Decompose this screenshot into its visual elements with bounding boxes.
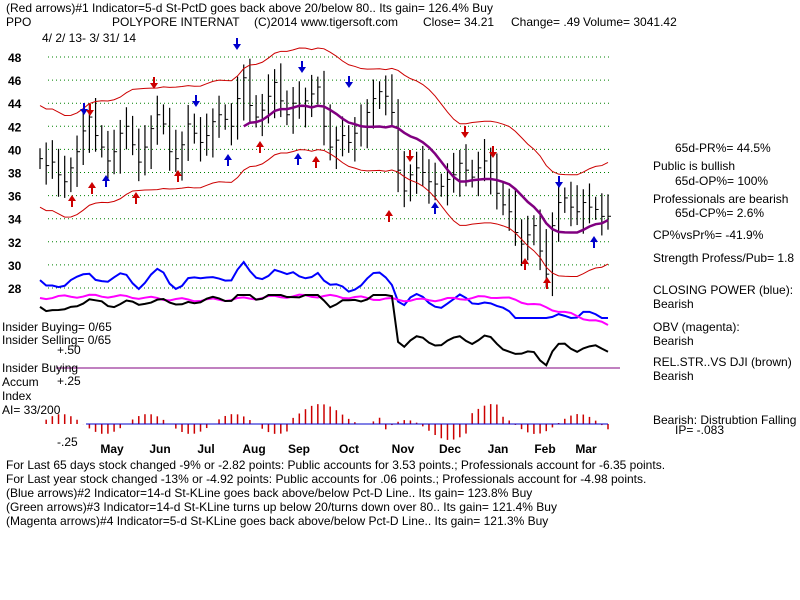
insider-buying: Insider Buying= 0/65 [2, 320, 112, 334]
closing-power-line [39, 260, 608, 320]
obv-label: OBV (magenta): [653, 320, 740, 334]
x-tick-label: May [100, 442, 124, 456]
header-indicator-line: (Red arrows)#1 Indicator=5-d St-PctD goe… [6, 1, 493, 15]
x-tick-label: Jul [197, 442, 214, 456]
footer-line-1: For Last 65 days stock changed -9% or -2… [6, 458, 666, 472]
y-tick-label: 42 [8, 120, 22, 134]
x-tick-label: Sep [288, 442, 310, 456]
footer-line-2: For Last year stock changed -13% or -4.9… [6, 472, 647, 486]
y-tick-label: 28 [8, 282, 22, 296]
up-arrow-icon [590, 236, 598, 248]
up-arrow-icon [256, 141, 264, 153]
insider-buying-label: Insider Buying [2, 361, 79, 375]
down-arrow-icon [555, 176, 563, 188]
pr-value: 65d-PR%= 44.5% [675, 141, 771, 155]
y-tick-label: 30 [8, 259, 22, 273]
accum-top-level: +.50 [57, 343, 81, 357]
footer-line-5: (Magenta arrows)#4 Indicator=5-d St-KLin… [6, 514, 549, 528]
date-range: 4/ 2/ 13- 3/ 31/ 14 [42, 31, 137, 45]
accum-mid-level: +.25 [57, 374, 81, 388]
ai-value: AI= 33/200 [2, 403, 61, 417]
moving-average-line [243, 104, 609, 234]
cpvspr-value: CP%vsPr%= -41.9% [653, 228, 764, 242]
y-tick-label: 44 [8, 97, 22, 111]
x-tick-label: Aug [242, 442, 265, 456]
x-tick-label: Oct [339, 442, 359, 456]
up-arrow-icon [385, 210, 393, 222]
ip-value: IP= -.083 [675, 423, 725, 437]
down-arrow-icon [86, 104, 94, 116]
change-value: Change= .49 [511, 15, 581, 29]
x-tick-label: Dec [439, 442, 461, 456]
down-arrow-icon [150, 77, 158, 89]
close-value: Close= 34.21 [423, 15, 495, 29]
up-arrow-icon [431, 202, 439, 214]
up-arrow-icon [224, 154, 232, 166]
relstr-label: REL.STR..VS DJI (brown) [653, 355, 792, 369]
y-tick-label: 40 [8, 143, 22, 157]
professionals-status: Professionals are bearish [653, 192, 789, 206]
y-tick-label: 38 [8, 167, 22, 181]
company-name: POLYPORE INTERNAT [112, 15, 240, 29]
down-arrow-icon [489, 146, 497, 158]
lower-band-line [39, 149, 609, 277]
footer-line-4: (Green arrows)#3 Indicator=14-d St-KLine… [6, 500, 557, 514]
volume-value: Volume= 3041.42 [583, 15, 677, 29]
op-value: 65d-OP%= 100% [675, 174, 769, 188]
down-arrow-icon [345, 76, 353, 88]
x-tick-label: Nov [392, 442, 415, 456]
accum-label: Accum [2, 375, 39, 389]
closing-power-status: Bearish [653, 297, 694, 311]
up-arrow-icon [88, 182, 96, 194]
accum-status: Bearish: Distrubtion Falling [653, 413, 797, 427]
index-label: Index [2, 389, 32, 403]
cp-value: 65d-CP%= 2.6% [675, 206, 765, 220]
insider-selling: Insider Selling= 0/65 [2, 333, 112, 347]
up-arrow-icon [132, 192, 140, 204]
accum-bottom-level: -.25 [57, 435, 78, 449]
up-arrow-icon [102, 175, 110, 187]
y-tick-label: 34 [8, 213, 22, 227]
down-arrow-icon [80, 103, 88, 115]
ticker: PPO [6, 15, 32, 29]
upper-band-line [39, 47, 609, 176]
relstr-status: Bearish [653, 369, 694, 383]
up-arrow-icon [521, 258, 529, 270]
x-tick-label: Jan [488, 442, 509, 456]
x-tick-label: Jun [149, 442, 170, 456]
obv-line [39, 293, 609, 326]
obv-status: Bearish [653, 334, 694, 348]
y-tick-label: 36 [8, 190, 22, 204]
up-arrow-icon [68, 195, 76, 207]
down-arrow-icon [406, 150, 414, 162]
x-tick-label: Mar [575, 442, 597, 456]
strength-value: Strength Profess/Pub= 1.8 [653, 251, 795, 265]
down-arrow-icon [298, 61, 306, 73]
copyright: (C)2014 www.tigersoft.com [254, 15, 399, 29]
closing-power-label: CLOSING POWER (blue): [653, 283, 794, 297]
up-arrow-icon [294, 153, 302, 165]
up-arrow-icon [174, 170, 182, 182]
down-arrow-icon [192, 95, 200, 107]
down-arrow-icon [461, 126, 469, 138]
down-arrow-icon [233, 38, 241, 50]
public-status: Public is bullish [653, 159, 736, 173]
y-tick-label: 48 [8, 51, 22, 65]
up-arrow-icon [543, 277, 551, 289]
relative-strength-line [39, 294, 609, 367]
y-tick-label: 46 [8, 74, 22, 88]
x-tick-label: Feb [534, 442, 555, 456]
up-arrow-icon [312, 156, 320, 168]
y-tick-label: 32 [8, 236, 22, 250]
footer-line-3: (Blue arrows)#2 Indicator=14-d St-KLine … [6, 486, 533, 500]
